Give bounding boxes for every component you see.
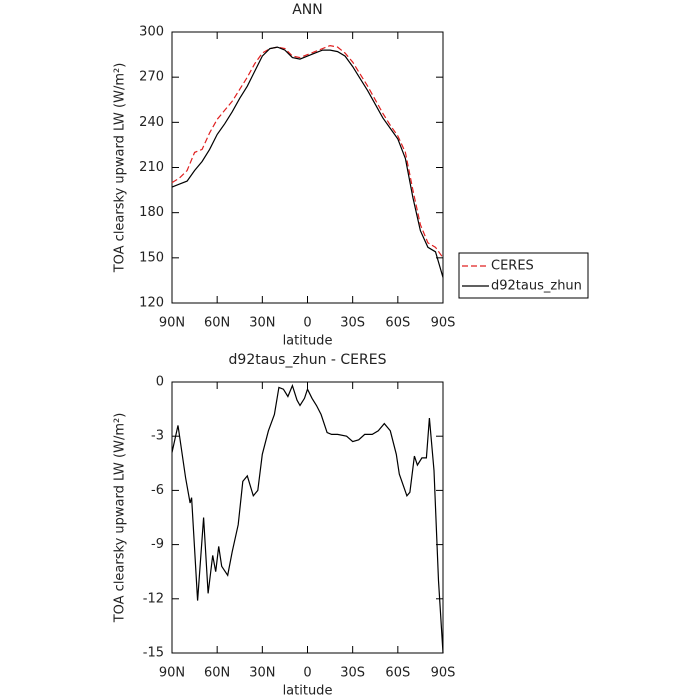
- y-tick-label: 120: [139, 296, 164, 311]
- y-tick-label: 210: [139, 160, 164, 175]
- plot-frame: [171, 381, 444, 654]
- x-tick-label: 0: [303, 666, 311, 681]
- y-tick-label: 300: [139, 25, 164, 40]
- chart-title: d92taus_zhun - CERES: [229, 352, 387, 368]
- x-tick-label: 0: [303, 316, 311, 331]
- x-tick-label: 30N: [249, 316, 275, 331]
- data-line: [171, 44, 444, 259]
- x-tick-label: 90S: [431, 316, 456, 331]
- x-tick-label: 90S: [431, 666, 456, 681]
- y-tick-label: -9: [151, 537, 164, 552]
- x-tick-label: 90N: [159, 316, 185, 331]
- data-line: [171, 383, 444, 654]
- chart-title: ANN: [292, 2, 323, 18]
- data-line: [171, 46, 444, 278]
- legend-label: d92taus_zhun: [491, 279, 582, 294]
- x-axis-label: latitude: [283, 684, 333, 699]
- y-tick-label: 150: [139, 250, 164, 265]
- legend-label: CERES: [491, 259, 534, 274]
- x-tick-label: 30S: [340, 316, 365, 331]
- x-tick-label: 30N: [249, 666, 275, 681]
- x-tick-label: 60S: [385, 316, 410, 331]
- y-tick-label: 180: [139, 205, 164, 220]
- y-tick-label: -12: [143, 591, 164, 606]
- y-axis-label: TOA clearsky upward LW (W/m²): [113, 413, 128, 624]
- x-tick-label: 60S: [385, 666, 410, 681]
- plot-frame: [171, 31, 444, 304]
- y-tick-label: 270: [139, 70, 164, 85]
- x-tick-label: 90N: [159, 666, 185, 681]
- y-tick-label: -3: [151, 429, 164, 444]
- y-tick-label: 0: [156, 375, 164, 390]
- y-tick-label: 240: [139, 115, 164, 130]
- x-tick-label: 60N: [204, 666, 230, 681]
- y-tick-label: -15: [143, 646, 164, 661]
- y-axis-label: TOA clearsky upward LW (W/m²): [113, 63, 128, 274]
- legend-box: [458, 252, 589, 299]
- x-tick-label: 30S: [340, 666, 365, 681]
- y-tick-label: -6: [151, 483, 164, 498]
- x-tick-label: 60N: [204, 316, 230, 331]
- x-axis-label: latitude: [283, 334, 333, 349]
